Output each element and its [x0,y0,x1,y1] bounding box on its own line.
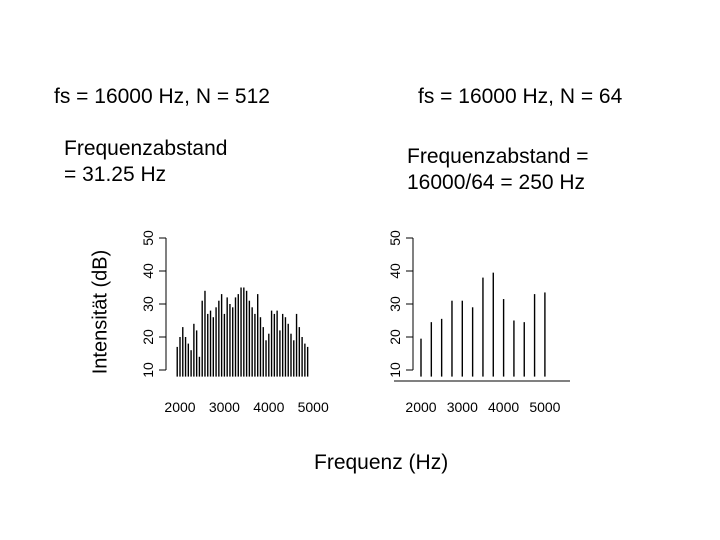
y-tick-label: 10 [140,362,156,378]
spacing-note-left: Frequenzabstand = 31.25 Hz [64,136,227,188]
x-tick-label: 4000 [253,399,284,415]
x-axis-label: Frequenz (Hz) [314,451,449,474]
x-tick-label: 5000 [298,399,329,415]
y-tick-label: 40 [140,263,156,279]
y-tick-label: 20 [140,329,156,345]
spacing-note-right: Frequenzabstand = 16000/64 = 250 Hz [407,144,589,196]
spacing-note-right-line-2: 16000/64 = 250 Hz [407,171,586,194]
x-tick-label: 3000 [447,399,478,415]
x-tick-label: 4000 [488,399,519,415]
y-tick-label: 40 [387,263,403,279]
spacing-note-left-line-2: = 31.25 Hz [64,163,167,186]
x-tick-label: 3000 [209,399,240,415]
x-tick-label: 2000 [405,399,436,415]
spectrum-plot-n64: 10 20 30 40 50 2000 3000 4000 5000 [387,230,570,415]
y-tick-label: 50 [140,230,156,246]
x-tick-label: 2000 [164,399,195,415]
spectrum-plot-n512: 10 20 30 40 50 2000 3000 4000 5000 [140,230,329,415]
x-tick-label: 5000 [529,399,560,415]
plot-title-right: fs = 16000 Hz, N = 64 [418,85,623,108]
y-tick-label: 50 [387,230,403,246]
y-tick-label: 30 [387,296,403,312]
spacing-note-left-line-1: Frequenzabstand [64,137,228,160]
spacing-note-right-line-1: Frequenzabstand = [407,145,589,168]
y-tick-label: 30 [140,296,156,312]
plot-title-left: fs = 16000 Hz, N = 512 [54,85,270,108]
y-tick-label: 20 [387,329,403,345]
y-tick-label: 10 [387,362,403,378]
